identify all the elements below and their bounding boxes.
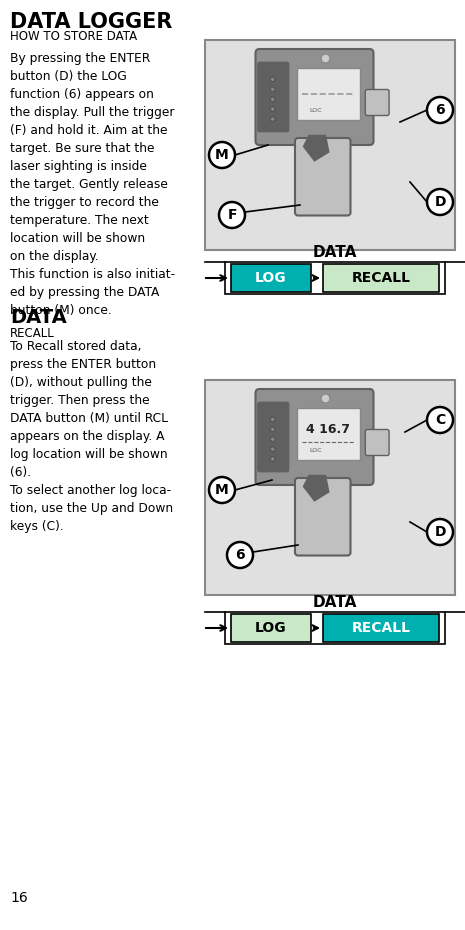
Bar: [323, 264, 439, 292]
Circle shape: [227, 542, 253, 568]
FancyBboxPatch shape: [297, 69, 359, 120]
Circle shape: [427, 97, 453, 123]
Circle shape: [271, 87, 275, 91]
Circle shape: [271, 447, 275, 451]
Text: RECALL: RECALL: [10, 327, 55, 340]
Text: RECALL: RECALL: [352, 621, 411, 635]
FancyBboxPatch shape: [255, 49, 373, 145]
Circle shape: [427, 519, 453, 545]
Polygon shape: [304, 136, 329, 161]
Circle shape: [271, 457, 275, 461]
Circle shape: [271, 77, 275, 82]
Circle shape: [271, 427, 275, 432]
Text: 6: 6: [435, 103, 445, 117]
Bar: [231, 264, 311, 292]
Text: RECALL: RECALL: [352, 271, 411, 285]
Text: By pressing the ENTER
button (D) the LOG
function (6) appears on
the display. Pu: By pressing the ENTER button (D) the LOG…: [10, 52, 175, 317]
Text: DATA: DATA: [313, 595, 357, 610]
Text: LOG: LOG: [255, 271, 287, 285]
Bar: [323, 614, 439, 642]
Text: 16: 16: [10, 891, 28, 905]
Text: HOW TO STORE DATA: HOW TO STORE DATA: [10, 30, 137, 43]
FancyBboxPatch shape: [255, 389, 373, 485]
Bar: [231, 614, 311, 642]
Text: M: M: [215, 483, 229, 497]
Text: DATA: DATA: [10, 308, 67, 327]
Circle shape: [427, 189, 453, 215]
FancyBboxPatch shape: [297, 408, 359, 460]
Text: D: D: [434, 525, 446, 539]
Text: 4 16.7: 4 16.7: [306, 423, 350, 436]
Text: 6: 6: [235, 548, 245, 562]
Text: DATA: DATA: [313, 245, 357, 260]
Bar: [205, 380, 455, 595]
FancyBboxPatch shape: [365, 89, 389, 115]
Bar: [225, 262, 445, 294]
FancyBboxPatch shape: [295, 138, 351, 216]
Circle shape: [427, 407, 453, 433]
Text: C: C: [435, 413, 445, 427]
Circle shape: [209, 477, 235, 503]
Text: M: M: [215, 148, 229, 162]
Bar: [225, 612, 445, 644]
Text: LOC: LOC: [310, 109, 322, 113]
Circle shape: [271, 418, 275, 421]
Text: F: F: [227, 208, 237, 222]
Text: DATA LOGGER: DATA LOGGER: [10, 12, 173, 32]
Circle shape: [209, 142, 235, 168]
Text: LOC: LOC: [310, 448, 322, 454]
Text: D: D: [434, 195, 446, 209]
Circle shape: [321, 394, 330, 403]
Circle shape: [271, 107, 275, 112]
FancyBboxPatch shape: [258, 402, 289, 472]
FancyBboxPatch shape: [295, 478, 351, 555]
FancyBboxPatch shape: [258, 62, 289, 132]
Circle shape: [271, 97, 275, 101]
Circle shape: [271, 437, 275, 442]
Circle shape: [219, 202, 245, 228]
Polygon shape: [304, 475, 329, 500]
FancyBboxPatch shape: [365, 430, 389, 456]
Text: LOG: LOG: [255, 621, 287, 635]
Bar: [205, 40, 455, 250]
Circle shape: [271, 117, 275, 121]
Circle shape: [321, 54, 330, 63]
Text: To Recall stored data,
press the ENTER button
(D), without pulling the
trigger. : To Recall stored data, press the ENTER b…: [10, 340, 173, 533]
